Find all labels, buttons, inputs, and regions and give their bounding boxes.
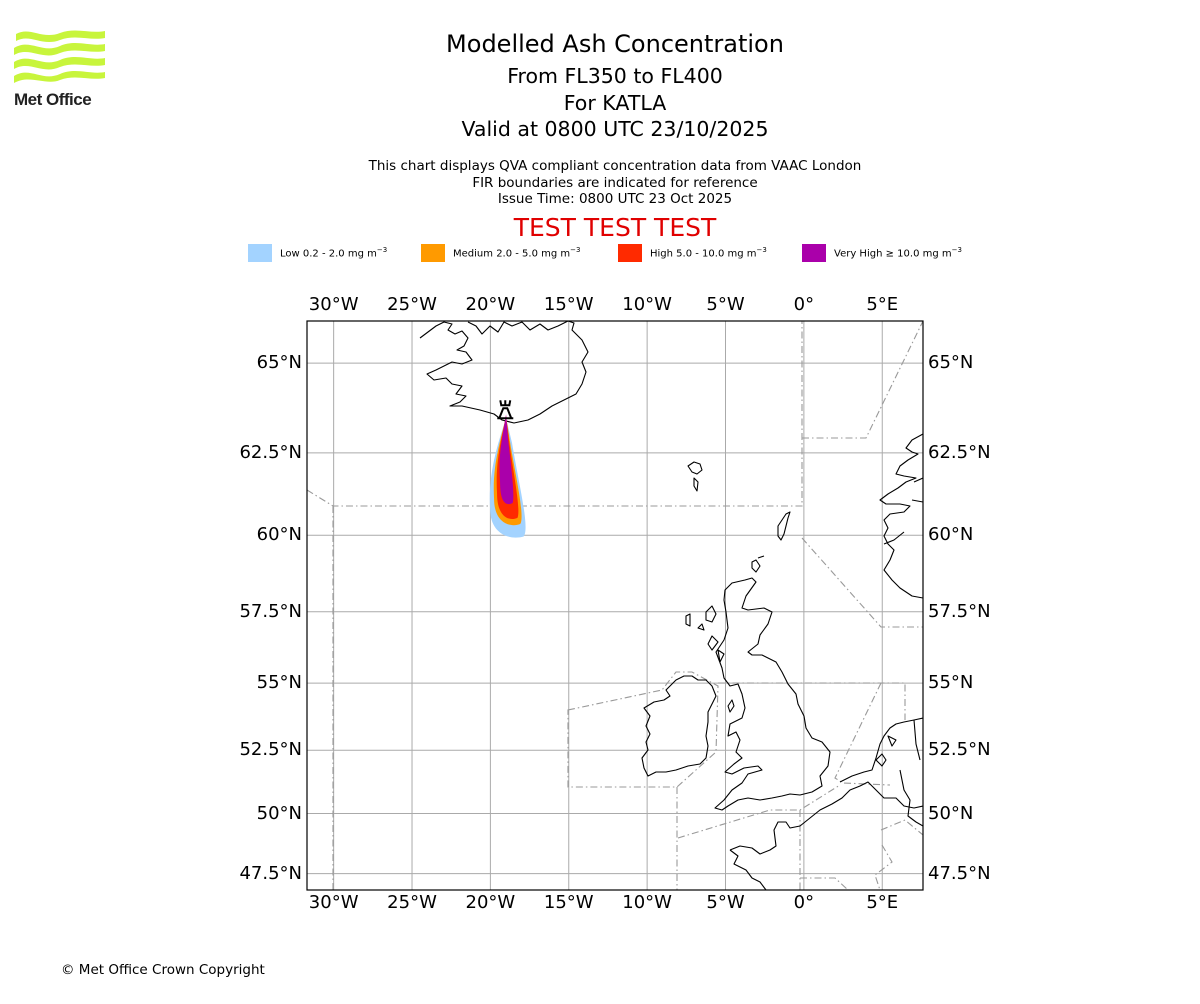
test-banner: TEST TEST TEST [513, 213, 717, 242]
legend-label-very-high: Very High ≥ 10.0 mg m−3 [834, 246, 962, 260]
legend-item-medium: Medium 2.0 - 5.0 mg m−3 [421, 244, 581, 262]
coastline-shetland [777, 511, 791, 541]
fir-boundary-france-south [800, 877, 849, 890]
ash-plume [489, 414, 526, 538]
chart-title: Modelled Ash Concentration [446, 30, 784, 58]
legend-swatch-very-high [802, 244, 826, 262]
coastline-norway [879, 433, 923, 599]
legend-swatch-high [618, 244, 642, 262]
coastlines [419, 321, 923, 890]
coastline-great-britain [714, 577, 831, 811]
fir-boundary-london-paris [677, 784, 841, 839]
legend-swatch-low [248, 244, 272, 262]
coastline-netherlands-belgium [839, 717, 923, 783]
met-office-logo: Met Office [12, 28, 112, 114]
volcano-icon[interactable] [497, 400, 514, 420]
fir-boundaries [307, 321, 923, 890]
coastline-germany [899, 719, 923, 827]
legend-label-low: Low 0.2 - 2.0 mg m−3 [280, 246, 388, 260]
legend-item-high: High 5.0 - 10.0 mg m−3 [618, 244, 767, 262]
fir-boundary-scottish-london [718, 682, 906, 720]
info-line-2: FIR boundaries are indicated for referen… [472, 174, 758, 191]
logo-waves-icon [14, 30, 105, 83]
coastline-isle-of-man [727, 699, 735, 713]
logo-text: Met Office [14, 90, 92, 109]
concentration-legend: Low 0.2 - 2.0 mg m−3 Medium 2.0 - 5.0 mg… [0, 244, 1200, 264]
legend-label-high: High 5.0 - 10.0 mg m−3 [650, 246, 767, 260]
legend-item-very-high: Very High ≥ 10.0 mg m−3 [802, 244, 962, 262]
coastline-hebrides [685, 605, 725, 663]
legend-label-medium: Medium 2.0 - 5.0 mg m−3 [453, 246, 581, 260]
flight-level-range: From FL350 to FL400 [507, 64, 723, 88]
valid-time: Valid at 0800 UTC 23/10/2025 [461, 117, 769, 141]
coastline-faroe-islands [687, 461, 703, 492]
fir-boundary-shannon [567, 671, 719, 788]
legend-swatch-medium [421, 244, 445, 262]
coastline-iceland [419, 321, 589, 424]
info-line-1: This chart displays QVA compliant concen… [368, 158, 862, 174]
coastline-orkney [751, 555, 765, 573]
map-frame [306, 320, 924, 891]
legend-item-low: Low 0.2 - 2.0 mg m−3 [248, 244, 387, 262]
info-line-3: Issue Time: 0800 UTC 23 Oct 2025 [497, 191, 733, 207]
volcano-name: For KATLA [563, 90, 667, 115]
fir-boundary-bodo [802, 321, 923, 439]
volcano-symbol [497, 400, 514, 420]
fir-boundary-brussels [874, 819, 923, 890]
coastline-ireland [641, 675, 717, 777]
fir-boundary-reykjavik-shanwick [307, 321, 803, 507]
fir-boundary-scottish-norway [801, 537, 923, 628]
coastline-france [729, 781, 923, 890]
copyright-notice: © Met Office Crown Copyright [61, 962, 265, 978]
ash-band-very-high [499, 414, 514, 505]
